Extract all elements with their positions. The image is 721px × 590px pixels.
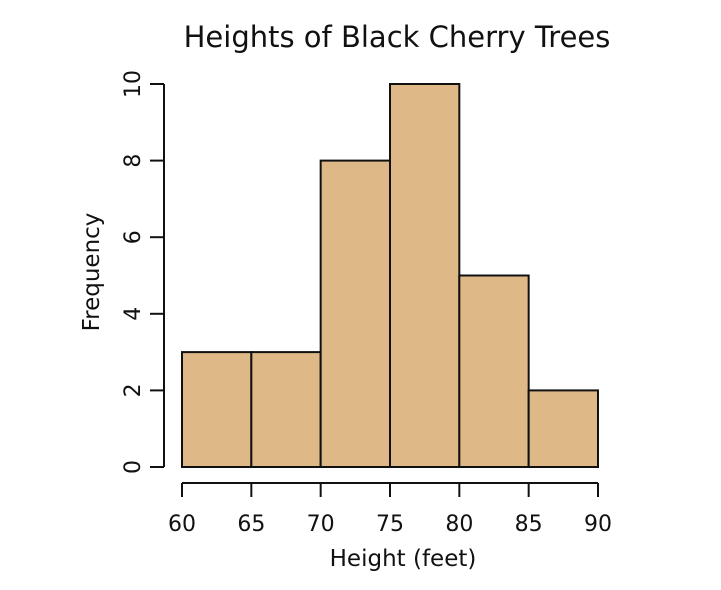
x-tick-label: 65 — [237, 512, 265, 537]
histogram-bar — [389, 83, 461, 468]
y-tick-label: 4 — [121, 307, 146, 321]
x-tick-label: 75 — [376, 512, 404, 537]
histogram-bars — [181, 83, 600, 469]
y-tick-label: 2 — [121, 383, 146, 397]
y-axis-label: Frequency — [79, 213, 105, 332]
x-axis-label: Height (feet) — [330, 546, 477, 572]
y-tick-label: 10 — [121, 70, 146, 98]
x-tick-label: 90 — [584, 512, 612, 537]
histogram-bar — [527, 389, 600, 468]
y-axis: 0 2 4 6 8 10 — [121, 70, 165, 474]
histogram-bar — [250, 351, 322, 469]
x-tick-label: 80 — [445, 512, 473, 537]
x-tick-label: 60 — [168, 512, 196, 537]
chart-title: Heights of Black Cherry Trees — [184, 20, 611, 54]
x-axis: 60 65 70 75 80 85 90 — [168, 482, 612, 537]
histogram-bar — [181, 351, 253, 469]
x-tick-label: 70 — [307, 512, 335, 537]
y-tick-label: 8 — [121, 154, 146, 168]
y-tick-label: 6 — [121, 230, 146, 244]
histogram-bar — [458, 274, 530, 468]
x-tick-label: 85 — [515, 512, 543, 537]
y-tick-label: 0 — [121, 460, 146, 474]
histogram-bar — [319, 159, 391, 468]
